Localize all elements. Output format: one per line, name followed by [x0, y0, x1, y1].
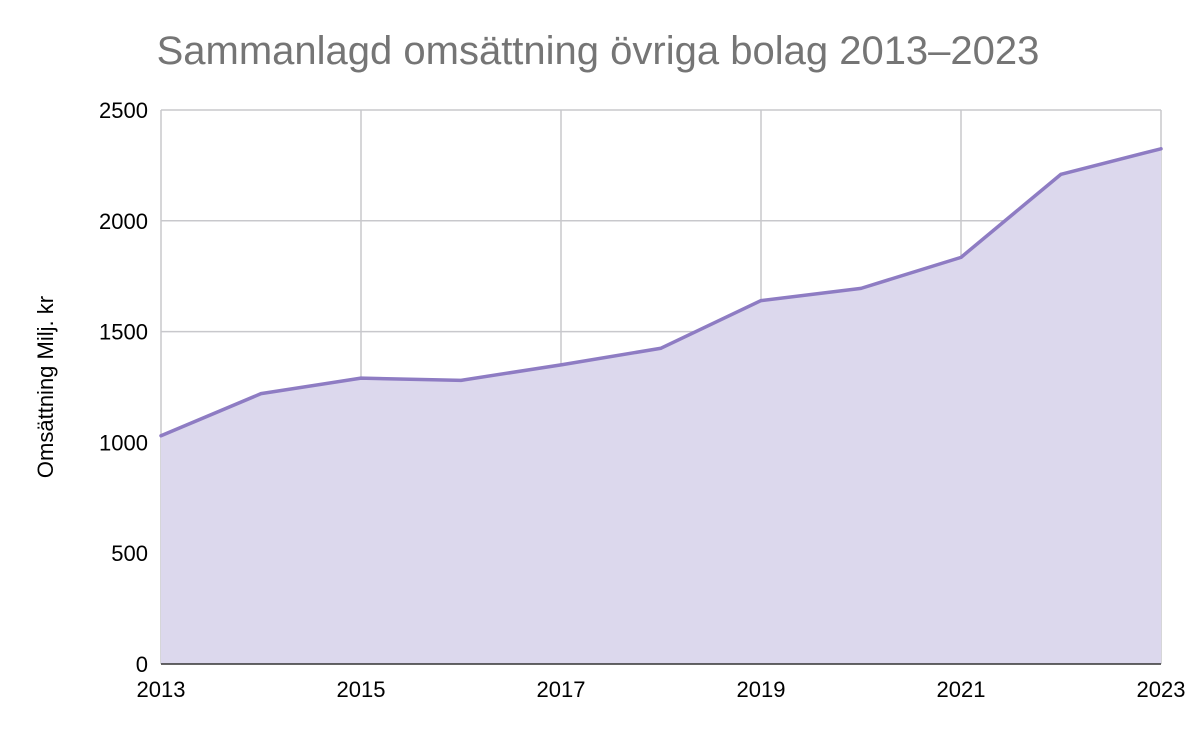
x-tick-label-2021: 2021	[937, 677, 986, 702]
y-tick-label-1000: 1000	[99, 430, 148, 455]
data-point-2020	[859, 286, 863, 290]
data-point-2015	[359, 376, 363, 380]
y-tick-label-2000: 2000	[99, 209, 148, 234]
x-tick-label-2015: 2015	[337, 677, 386, 702]
area-layer	[161, 148, 1161, 664]
data-point-2021	[959, 255, 963, 259]
chart-title: Sammanlagd omsättning övriga bolag 2013–…	[157, 29, 1040, 73]
x-tick-label-2013: 2013	[137, 677, 186, 702]
data-point-2017	[559, 363, 563, 367]
data-point-2013	[159, 434, 163, 438]
y-tick-label-500: 500	[111, 541, 148, 566]
series-area-fill	[161, 148, 1161, 664]
data-point-2014	[259, 392, 263, 396]
y-tick-label-2500: 2500	[99, 98, 148, 123]
data-point-2018	[659, 346, 663, 350]
y-axis-label: Omsättning Milj. kr	[33, 296, 58, 478]
x-tick-label-2017: 2017	[537, 677, 586, 702]
axes: 0 500 1000 1500 2000 2500 2013 2015 2017 2019 2021…	[99, 98, 1185, 702]
y-tick-label-1500: 1500	[99, 320, 148, 345]
y-tick-label-0: 0	[136, 652, 148, 677]
x-tick-label-2023: 2023	[1137, 677, 1186, 702]
x-tick-label-2019: 2019	[737, 677, 786, 702]
data-point-2023	[1159, 147, 1163, 151]
data-point-2016	[459, 378, 463, 382]
series-line-layer	[159, 147, 1163, 438]
data-point-2022	[1059, 172, 1063, 176]
data-point-2019	[759, 299, 763, 303]
